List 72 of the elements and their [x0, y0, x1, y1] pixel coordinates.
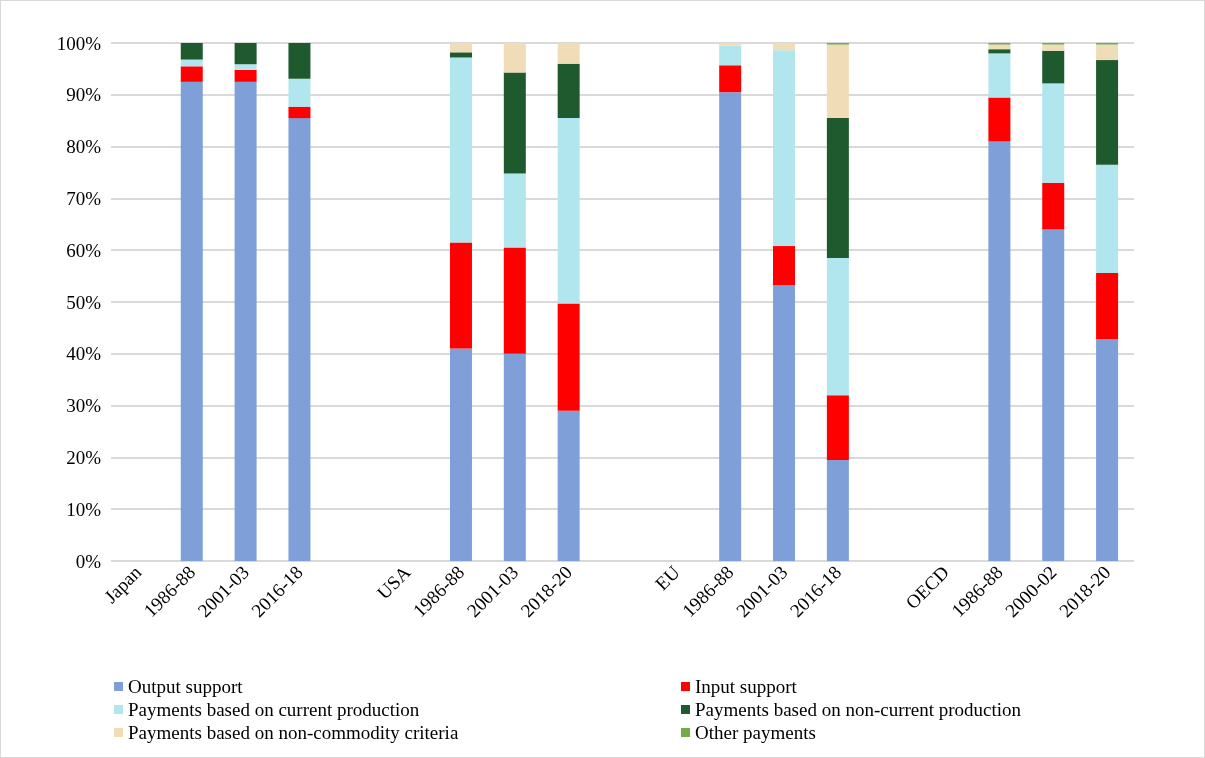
- bar: [826, 459, 849, 561]
- bar: [557, 43, 580, 64]
- bar: [503, 43, 526, 73]
- bar: [503, 72, 526, 174]
- bar: [180, 66, 203, 82]
- bar: [719, 43, 742, 46]
- y-tick-label: 70%: [66, 187, 102, 209]
- legend-label: Other payments: [695, 722, 816, 743]
- bar: [988, 49, 1011, 54]
- bar: [719, 45, 742, 66]
- bar: [826, 44, 849, 119]
- y-tick-label: 100%: [56, 32, 102, 54]
- bar: [557, 303, 580, 411]
- legend-label: Payments based on current production: [128, 699, 420, 720]
- y-tick-label: 20%: [66, 446, 102, 468]
- legend-label: Payments based on non-commodity criteria: [128, 722, 459, 743]
- bar: [988, 97, 1011, 142]
- bar: [719, 92, 742, 561]
- bar: [234, 64, 257, 70]
- x-tick-label: USA: [372, 561, 415, 604]
- bar: [826, 257, 849, 396]
- bar: [826, 395, 849, 460]
- bar: [1042, 229, 1065, 561]
- y-tick-label: 10%: [66, 498, 102, 520]
- bar: [180, 81, 203, 561]
- bar: [288, 78, 311, 107]
- bar: [1096, 272, 1119, 340]
- bar: [288, 43, 311, 79]
- y-tick-label: 80%: [66, 136, 102, 158]
- bar: [1042, 44, 1065, 51]
- bar: [557, 410, 580, 561]
- bar: [503, 353, 526, 561]
- bar: [773, 285, 796, 561]
- bar: [773, 246, 796, 286]
- y-tick-label: 90%: [66, 84, 102, 106]
- bar: [234, 69, 257, 82]
- bar: [449, 348, 472, 561]
- bar: [988, 141, 1011, 561]
- x-tick-label: EU: [651, 561, 684, 595]
- bar: [557, 118, 580, 304]
- bar: [719, 65, 742, 93]
- bar: [449, 242, 472, 349]
- bar: [234, 81, 257, 561]
- bar: [1096, 164, 1119, 273]
- bar: [1096, 60, 1119, 165]
- y-tick-label: 40%: [66, 343, 102, 365]
- y-tick-label: 50%: [66, 291, 102, 313]
- bar: [503, 173, 526, 248]
- bar: [773, 43, 796, 51]
- bar: [1042, 182, 1065, 230]
- bar: [449, 57, 472, 243]
- bar: [557, 63, 580, 119]
- legend-label: Payments based on non-current production: [695, 699, 1022, 720]
- y-tick-label: 0%: [75, 550, 102, 572]
- y-tick-label: 30%: [66, 395, 102, 417]
- bar: [826, 118, 849, 258]
- legend-label: Output support: [128, 676, 244, 697]
- y-tick-label: 60%: [66, 239, 102, 261]
- bar: [449, 52, 472, 58]
- bar: [288, 118, 311, 561]
- bar: [1042, 50, 1065, 84]
- bar: [503, 247, 526, 354]
- bar: [234, 43, 257, 65]
- bar: [449, 43, 472, 53]
- bar: [988, 53, 1011, 98]
- bar: [1042, 83, 1065, 183]
- bar: [288, 106, 311, 119]
- bar: [180, 43, 203, 60]
- legend-label: Input support: [695, 676, 798, 697]
- bar: [773, 50, 796, 247]
- bar: [1096, 339, 1119, 561]
- bar: [1096, 44, 1119, 61]
